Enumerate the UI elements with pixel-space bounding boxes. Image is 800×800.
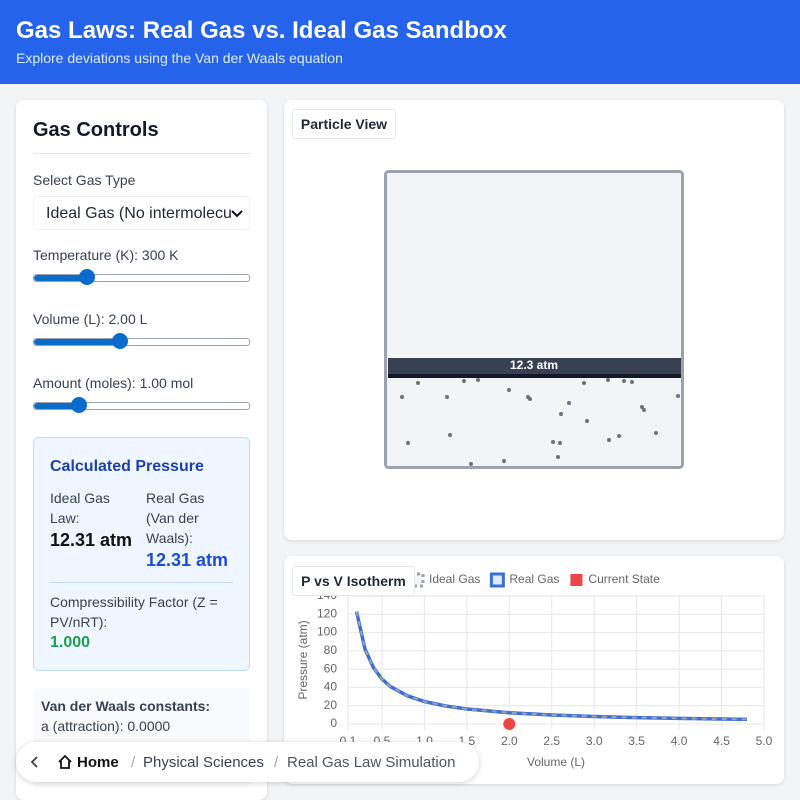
- x-tick-label: 4.0: [671, 734, 688, 748]
- legend-label: Ideal Gas: [429, 572, 480, 586]
- x-axis-title: Volume (L): [527, 755, 585, 769]
- current-state: [503, 718, 516, 730]
- piston-edge: [388, 374, 681, 378]
- particle: [567, 401, 571, 405]
- back-icon[interactable]: [30, 756, 40, 768]
- real-value: 12.31 atm: [146, 550, 229, 570]
- particle: [406, 441, 410, 445]
- y-tick-label: 80: [324, 643, 338, 657]
- y-axis-title: Pressure (atm): [296, 620, 310, 699]
- y-tick-label: 120: [317, 606, 337, 620]
- particle: [556, 455, 560, 459]
- divider: [33, 153, 250, 154]
- legend-swatch: [489, 572, 505, 588]
- particle: [462, 379, 466, 383]
- gas-type-label: Select Gas Type: [33, 172, 136, 188]
- particle: [582, 381, 586, 385]
- particle: [607, 438, 611, 442]
- volume-slider[interactable]: [33, 333, 250, 349]
- x-tick-label: 2.5: [543, 734, 560, 748]
- breadcrumb-current: Real Gas Law Simulation: [287, 754, 456, 771]
- particle: [448, 433, 452, 437]
- breadcrumb-link[interactable]: Physical Sciences: [143, 754, 264, 771]
- select-arrow: [231, 210, 243, 218]
- series-line: [355, 611, 748, 721]
- particle: [676, 394, 680, 398]
- container: [384, 170, 684, 469]
- constants-heading: Van der Waals constants:: [41, 698, 211, 714]
- particle: [640, 405, 644, 409]
- x-tick-label: 5.0: [756, 734, 773, 748]
- amount-slider[interactable]: [33, 397, 250, 413]
- x-tick-label: 3.5: [628, 734, 645, 748]
- particle-container: 12.3 atm: [384, 170, 684, 469]
- particle: [630, 380, 634, 384]
- ideal-label: Ideal Gas Law:: [50, 490, 110, 526]
- piston: [388, 358, 681, 378]
- piston-pressure: 12.3 atm: [510, 358, 558, 372]
- separator: /: [274, 754, 279, 771]
- y-tick-label: 100: [317, 625, 337, 639]
- y-tick-label: 0: [330, 716, 337, 730]
- pressure-box: Calculated Pressure Ideal Gas Law: 12.31…: [33, 437, 250, 671]
- page-subtitle: Explore deviations using the Van der Waa…: [16, 50, 343, 66]
- particle: [416, 381, 420, 385]
- amount-label: Amount (moles): 1.00 mol: [33, 375, 194, 391]
- particle: [617, 434, 621, 438]
- particle: [400, 395, 404, 399]
- page-title: Gas Laws: Real Gas vs. Ideal Gas Sandbox: [16, 17, 507, 44]
- particle: [469, 462, 473, 466]
- breadcrumb-home[interactable]: Home: [77, 754, 119, 771]
- constant-a: a (attraction): 0.0000: [41, 718, 171, 734]
- y-tick-label: 40: [324, 680, 338, 694]
- header: Gas Laws: Real Gas vs. Ideal Gas Sandbox…: [0, 0, 800, 84]
- particle: [551, 440, 555, 444]
- chart-title: P vs V Isotherm: [292, 566, 415, 596]
- gas-type-value: Ideal Gas (No intermolecu: [46, 205, 232, 222]
- particle: [507, 388, 511, 392]
- ideal-value: 12.31 atm: [50, 530, 133, 550]
- y-tick-label: 20: [324, 698, 338, 712]
- z-value: 1.000: [50, 634, 91, 651]
- controls-heading: Gas Controls: [33, 119, 159, 141]
- breadcrumb: Home / Physical Sciences / Real Gas Law …: [16, 742, 479, 782]
- particle: [476, 378, 480, 382]
- particle: [654, 431, 658, 435]
- particle-view-title: Particle View: [292, 109, 396, 139]
- x-tick-label: 4.5: [713, 734, 730, 748]
- z-label: Compressibility Factor (Z = PV/nRT):: [50, 594, 218, 630]
- temperature-slider[interactable]: [33, 269, 250, 285]
- legend-label: Real Gas: [509, 572, 559, 586]
- y-tick-label: 60: [324, 661, 338, 675]
- particle: [642, 408, 646, 412]
- particle: [559, 412, 563, 416]
- particle: [622, 379, 626, 383]
- particle: [526, 395, 530, 399]
- divider: [50, 582, 233, 583]
- x-tick-label: 2.0: [501, 734, 518, 748]
- real-label: Real Gas (Van der Waals):: [146, 490, 205, 546]
- home-icon: [58, 754, 72, 769]
- particle: [558, 441, 562, 445]
- separator: /: [131, 754, 136, 771]
- volume-label: Volume (L): 2.00 L: [33, 311, 148, 327]
- x-tick-label: 3.0: [586, 734, 603, 748]
- particle: [502, 459, 506, 463]
- gas-type-select[interactable]: Ideal Gas (No intermolecu: [33, 196, 250, 230]
- particle: [606, 378, 610, 382]
- legend-label: Current State: [588, 572, 660, 586]
- pressure-heading: Calculated Pressure: [50, 458, 204, 475]
- particle: [585, 419, 589, 423]
- particle: [445, 395, 449, 399]
- temperature-label: Temperature (K): 300 K: [33, 247, 179, 263]
- legend-swatch: [570, 574, 583, 586]
